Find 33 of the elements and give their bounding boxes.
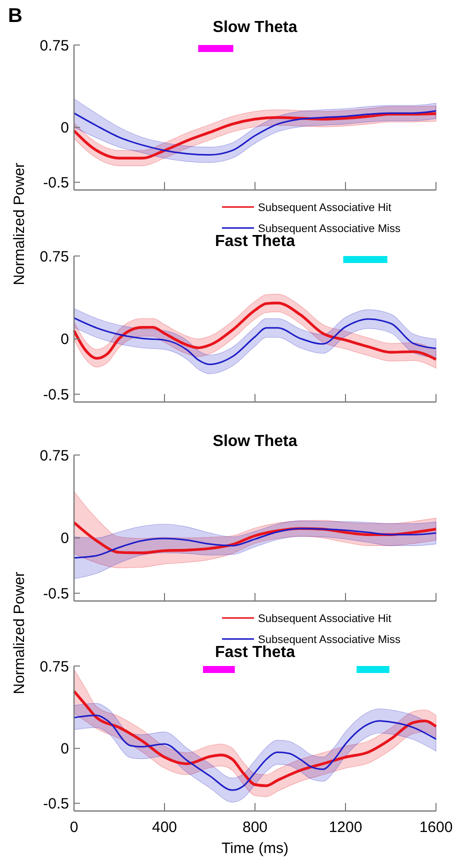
y-axis-title: Normalized Power (11, 162, 28, 286)
legend-label: Subsequent Associative Hit (258, 202, 392, 214)
y-tick-label: 0.75 (40, 658, 69, 676)
line-series (73, 714, 437, 791)
legend-label: Subsequent Associative Miss (258, 634, 401, 646)
legend-label: Subsequent Associative Hit (258, 612, 392, 625)
line-series (73, 317, 437, 366)
chart-title: Fast Theta (214, 644, 296, 661)
y-tick-label: 0 (60, 530, 69, 548)
legend-label: Subsequent Associative Miss (258, 222, 401, 235)
y-tick-label: -0.5 (43, 796, 69, 813)
x-axis-title: Time (ms) (222, 840, 288, 857)
x-tick-label: 1200 (328, 819, 362, 836)
text: B (8, 5, 22, 27)
chart-title: Slow Theta (212, 433, 298, 450)
y-tick-label: 0.75 (40, 248, 69, 266)
chart-title: Slow Theta (212, 19, 298, 36)
y-tick-label: 0 (60, 331, 69, 348)
line-series (73, 528, 437, 559)
chart-title: Fast Theta (214, 233, 296, 250)
x-tick-label: 400 (152, 819, 178, 836)
y-tick-label: 0.75 (40, 37, 69, 54)
y-axis-title: Normalized Power (11, 572, 28, 694)
y-tick-label: 0.75 (40, 447, 69, 464)
x-tick-label: 1600 (419, 819, 453, 836)
y-tick-label: -0.5 (43, 174, 69, 192)
y-tick-label: 0 (60, 120, 69, 137)
line-series (72, 690, 438, 788)
y-tick-label: -0.5 (43, 386, 69, 404)
x-tick-label: 800 (242, 819, 268, 836)
y-tick-label: 0 (60, 740, 69, 758)
y-tick-label: -0.5 (43, 586, 69, 603)
line-series (72, 302, 438, 361)
